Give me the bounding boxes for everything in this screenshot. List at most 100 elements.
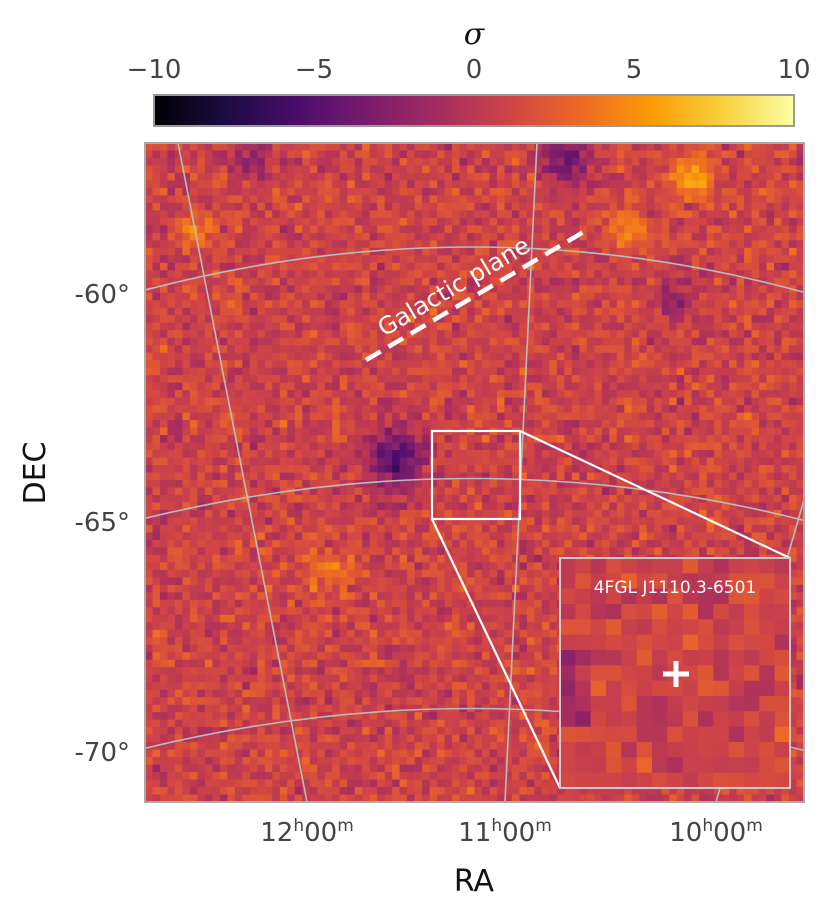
map-pixel — [339, 465, 348, 474]
map-pixel — [631, 262, 640, 271]
map-pixel — [796, 292, 804, 301]
map-pixel — [631, 390, 640, 399]
map-pixel — [174, 210, 184, 219]
map-pixel — [676, 292, 685, 301]
map-pixel — [571, 450, 580, 459]
map-pixel — [736, 240, 745, 249]
map-pixel — [302, 450, 311, 459]
map-pixel — [519, 270, 528, 279]
map-pixel — [257, 307, 266, 316]
map-pixel — [759, 180, 768, 189]
map-pixel — [549, 277, 558, 286]
map-pixel — [624, 210, 633, 219]
map-pixel — [354, 217, 363, 226]
map-pixel — [504, 277, 513, 286]
map-pixel — [549, 217, 558, 226]
map-pixel — [339, 345, 348, 354]
map-pixel — [594, 240, 603, 249]
map-pixel — [601, 232, 610, 241]
map-pixel — [646, 150, 655, 159]
map-pixel — [189, 232, 199, 241]
map-pixel — [369, 315, 378, 324]
map-pixel — [294, 247, 303, 256]
map-pixel — [317, 450, 326, 459]
map-pixel — [541, 554, 550, 563]
map-pixel — [339, 285, 348, 294]
map-pixel — [452, 202, 461, 211]
map-pixel — [646, 202, 655, 211]
map-pixel — [646, 427, 655, 436]
map-pixel — [609, 210, 618, 219]
map-pixel — [669, 202, 678, 211]
map-pixel — [541, 315, 550, 324]
map-pixel — [511, 210, 521, 219]
map-pixel — [264, 562, 273, 571]
map-pixel — [384, 517, 393, 526]
map-pixel — [249, 232, 258, 241]
map-pixel — [789, 300, 798, 309]
map-pixel — [766, 210, 775, 219]
map-pixel — [347, 405, 356, 414]
map-pixel — [309, 465, 318, 474]
map-pixel — [219, 472, 228, 481]
map-pixel — [249, 217, 258, 226]
map-pixel — [684, 195, 693, 204]
map-pixel — [452, 457, 461, 466]
map-pixel — [167, 345, 176, 354]
map-pixel — [639, 420, 648, 429]
map-pixel — [167, 547, 176, 556]
map-pixel — [586, 277, 595, 286]
map-pixel — [526, 450, 536, 459]
map-pixel — [294, 390, 303, 399]
map-pixel — [264, 277, 273, 286]
map-pixel — [212, 172, 221, 182]
map-pixel — [309, 315, 318, 324]
map-pixel — [362, 509, 371, 519]
map-pixel — [467, 494, 476, 504]
map-pixel — [586, 330, 595, 339]
map-pixel — [706, 360, 715, 369]
map-pixel — [526, 457, 536, 466]
map-pixel — [242, 509, 251, 519]
map-pixel — [437, 375, 446, 384]
map-pixel — [706, 337, 715, 346]
map-pixel — [309, 450, 318, 459]
map-pixel — [467, 187, 476, 197]
map-pixel — [526, 539, 536, 548]
map-pixel — [676, 172, 685, 182]
map-pixel — [467, 450, 476, 459]
map-pixel — [332, 502, 341, 511]
map-pixel — [646, 479, 655, 489]
map-pixel — [796, 539, 804, 548]
map-pixel — [279, 322, 288, 331]
map-pixel — [789, 195, 798, 204]
map-pixel — [721, 172, 730, 182]
map-pixel — [145, 247, 154, 256]
map-pixel — [646, 420, 655, 429]
map-pixel — [684, 337, 693, 346]
map-pixel — [496, 457, 506, 466]
map-pixel — [774, 240, 783, 249]
map-pixel — [294, 442, 303, 451]
map-pixel — [631, 187, 640, 197]
map-pixel — [219, 165, 228, 174]
map-pixel — [684, 502, 693, 511]
map-pixel — [751, 352, 760, 361]
map-pixel — [774, 300, 783, 309]
map-pixel — [714, 367, 723, 376]
map-pixel — [631, 517, 640, 526]
map-pixel — [317, 427, 326, 436]
map-pixel — [699, 352, 708, 361]
map-pixel — [519, 307, 528, 316]
map-pixel — [789, 150, 798, 159]
map-pixel — [422, 352, 431, 361]
map-pixel — [759, 330, 768, 339]
map-pixel — [519, 367, 528, 376]
map-pixel — [496, 397, 506, 406]
map-pixel — [242, 547, 251, 556]
map-pixel — [362, 157, 371, 167]
map-pixel — [467, 465, 476, 474]
map-pixel — [339, 180, 348, 189]
map-pixel — [294, 187, 303, 197]
